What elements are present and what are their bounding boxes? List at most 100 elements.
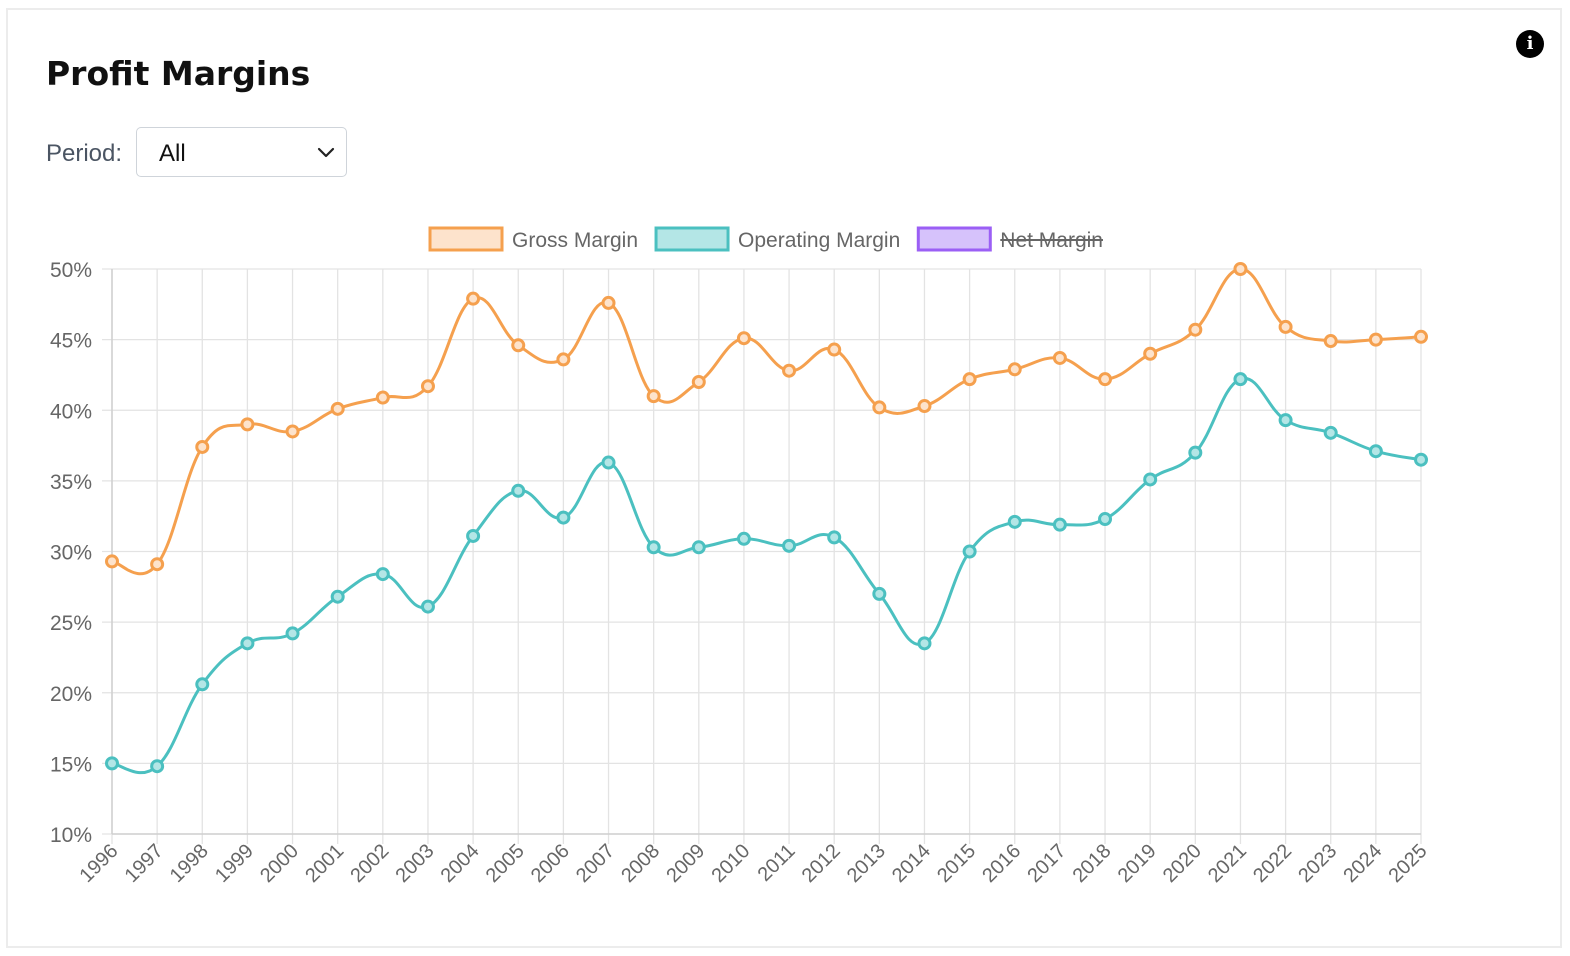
operating-margin-line	[111, 377, 1422, 775]
gross-margin-point[interactable]	[1368, 332, 1383, 347]
gross-margin-point[interactable]	[872, 400, 887, 415]
operating-margin-point[interactable]	[736, 531, 751, 546]
operating-margin-point[interactable]	[1143, 472, 1158, 487]
operating-margin-point[interactable]	[1278, 413, 1293, 428]
operating-margin-point[interactable]	[646, 540, 661, 555]
x-tick-label: 2001	[301, 840, 348, 887]
operating-margin-point[interactable]	[917, 636, 932, 651]
x-tick-label: 2015	[933, 840, 980, 887]
gross-margin-point[interactable]	[375, 390, 390, 405]
gross-margin-point[interactable]	[1143, 346, 1158, 361]
gross-margin-point[interactable]	[1188, 322, 1203, 337]
period-selected-value: All	[159, 140, 186, 167]
gross-margin-point[interactable]	[105, 554, 119, 569]
operating-margin-point[interactable]	[691, 540, 706, 555]
operating-margin-point[interactable]	[330, 589, 345, 604]
y-tick-label: 15%	[50, 753, 92, 776]
operating-margin-point[interactable]	[195, 677, 210, 692]
operating-margin-point[interactable]	[150, 759, 165, 774]
x-tick-label: 2013	[843, 840, 890, 887]
x-tick-label: 1996	[76, 840, 123, 887]
gross-margin-point[interactable]	[917, 399, 932, 414]
gross-margin-point[interactable]	[556, 352, 571, 367]
operating-margin-point[interactable]	[375, 567, 390, 582]
y-tick-label: 25%	[50, 612, 92, 635]
x-tick-label: 2011	[754, 840, 800, 886]
gross-margin-point[interactable]	[195, 439, 210, 454]
operating-margin-point[interactable]	[285, 626, 300, 641]
operating-margin-point[interactable]	[1052, 517, 1067, 532]
x-tick-label: 2003	[391, 840, 438, 887]
gross-margin-line	[111, 267, 1422, 576]
info-icon[interactable]: i	[1516, 30, 1544, 58]
legend-item-gross-margin[interactable]: Gross Margin	[428, 226, 638, 252]
legend-item-operating-margin[interactable]: Operating Margin	[654, 226, 900, 252]
x-tick-label: 1997	[121, 840, 168, 887]
gross-margin-point[interactable]	[736, 331, 751, 346]
operating-margin-point[interactable]	[1098, 512, 1113, 527]
gross-margin-point[interactable]	[1414, 329, 1428, 344]
x-tick-label: 2014	[888, 840, 935, 887]
x-tick-label: 2008	[617, 840, 664, 887]
gross-margin-point[interactable]	[601, 295, 616, 310]
operating-margin-point[interactable]	[1323, 425, 1338, 440]
legend-swatch-operating-margin	[654, 226, 730, 252]
operating-margin-point[interactable]	[1233, 372, 1248, 387]
x-tick-label: 2000	[256, 840, 303, 887]
profit-margins-card: Profit Margins i Period: All	[6, 8, 1562, 948]
x-tick-label: 2022	[1249, 840, 1296, 887]
operating-margin-point[interactable]	[872, 586, 887, 601]
gross-margin-point[interactable]	[285, 424, 300, 439]
operating-margin-point[interactable]	[601, 455, 616, 470]
y-tick-label: 20%	[50, 683, 92, 706]
x-tick-label: 2006	[527, 840, 574, 887]
gross-margin-point[interactable]	[511, 338, 526, 353]
gross-margin-point[interactable]	[150, 557, 165, 572]
operating-margin-point[interactable]	[420, 599, 435, 614]
operating-margin-point[interactable]	[556, 510, 571, 525]
operating-margin-point[interactable]	[782, 538, 797, 553]
page-title: Profit Margins	[46, 54, 311, 93]
operating-margin-point[interactable]	[511, 483, 526, 498]
gross-margin-point[interactable]	[1098, 372, 1113, 387]
gross-margin-point[interactable]	[782, 363, 797, 378]
gross-margin-point[interactable]	[420, 379, 435, 394]
x-tick-label: 1999	[211, 840, 258, 887]
gross-margin-point[interactable]	[1278, 319, 1293, 334]
legend-item-net-margin[interactable]: Net Margin	[916, 226, 1103, 252]
operating-margin-point[interactable]	[105, 756, 119, 771]
operating-margin-point[interactable]	[1414, 452, 1428, 467]
gross-margin-point[interactable]	[962, 372, 977, 387]
legend-label-gross-margin: Gross Margin	[512, 229, 638, 252]
chart-series	[105, 262, 1428, 775]
operating-margin-point[interactable]	[962, 544, 977, 559]
gross-margin-point[interactable]	[646, 389, 661, 404]
gross-margin-point[interactable]	[1007, 362, 1022, 377]
operating-margin-point[interactable]	[827, 530, 842, 545]
operating-margin-point[interactable]	[1368, 444, 1383, 459]
y-tick-label: 10%	[50, 824, 92, 847]
legend-swatch-gross-margin	[428, 226, 504, 252]
period-select[interactable]: All	[136, 127, 347, 177]
x-tick-label: 2012	[798, 840, 845, 887]
x-tick-label: 2024	[1339, 840, 1386, 887]
gross-margin-point[interactable]	[330, 401, 345, 416]
gross-margin-point[interactable]	[691, 375, 706, 389]
x-tick-label: 2018	[1069, 840, 1116, 887]
gross-margin-point[interactable]	[1323, 334, 1338, 349]
legend-swatch-net-margin	[916, 226, 992, 252]
gross-margin-point[interactable]	[1052, 350, 1067, 365]
operating-margin-point[interactable]	[1007, 514, 1022, 529]
x-tick-label: 2017	[1023, 840, 1070, 887]
operating-margin-point[interactable]	[466, 528, 481, 543]
gross-margin-point[interactable]	[827, 342, 842, 357]
period-label: Period:	[46, 140, 123, 167]
gross-margin-point[interactable]	[1233, 262, 1248, 276]
operating-margin-point[interactable]	[240, 636, 255, 651]
x-tick-label: 2025	[1385, 840, 1432, 887]
gross-margin-point[interactable]	[466, 291, 481, 306]
gross-margin-point[interactable]	[240, 417, 255, 432]
operating-margin-point[interactable]	[1188, 445, 1203, 460]
y-tick-label: 35%	[50, 471, 92, 494]
x-tick-label: 2021	[1204, 840, 1251, 887]
